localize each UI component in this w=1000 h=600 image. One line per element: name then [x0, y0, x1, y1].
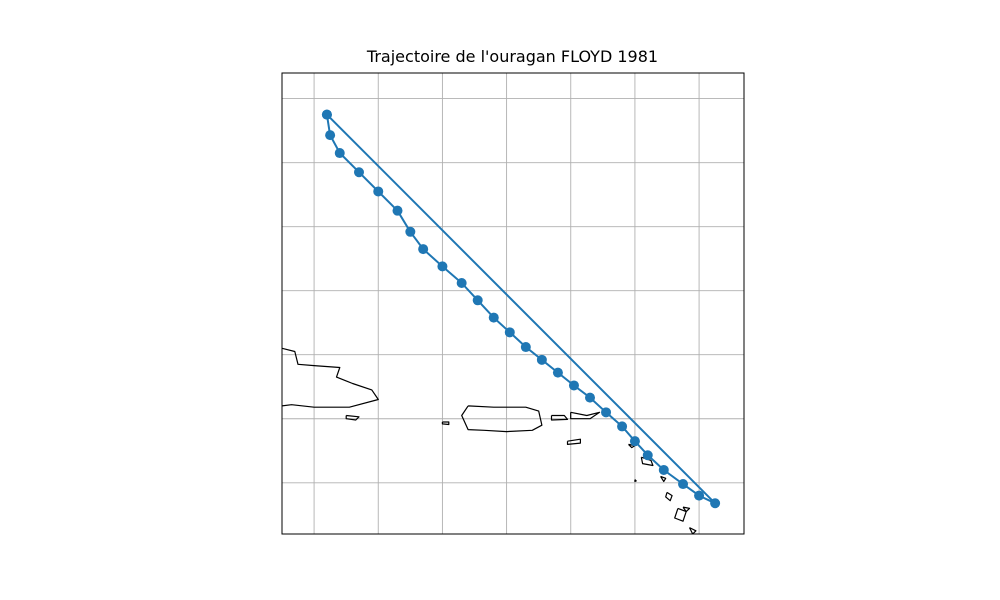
track-point: [418, 244, 429, 255]
coastline-shape: [461, 405, 543, 433]
coastline-shape: [603, 547, 604, 549]
track-point: [325, 130, 336, 141]
track-point: [321, 109, 332, 120]
track-point: [354, 167, 364, 178]
coastline-shape: [570, 411, 601, 420]
track-point: [601, 407, 612, 418]
chart-title: Trajectoire de l'ouragan FLOYD 1981: [366, 47, 659, 66]
track-point: [658, 464, 669, 475]
track-point: [629, 436, 640, 447]
coastline-shape: [550, 414, 569, 421]
coastline-shape: [441, 421, 450, 426]
track-point: [642, 450, 653, 461]
track-point: [405, 226, 416, 237]
coastline-shape: [566, 438, 582, 445]
coastline-shape: [628, 443, 636, 449]
coastline-shape: [680, 540, 696, 562]
plot-background: [282, 73, 744, 534]
coastline-shape: [660, 475, 667, 483]
track-point: [488, 312, 499, 323]
track-point: [334, 148, 345, 159]
hurricane-track: [321, 109, 721, 509]
track-point: [520, 342, 531, 353]
coastline-shape: [682, 506, 691, 513]
track-point: [710, 498, 721, 509]
track-point: [568, 380, 579, 391]
track-point: [585, 392, 595, 403]
track-point: [456, 278, 467, 289]
track-point: [437, 261, 448, 272]
track-point: [373, 186, 384, 197]
track-point: [552, 367, 563, 378]
track-point: [678, 479, 689, 490]
track-point: [617, 421, 628, 432]
track-point: [472, 295, 483, 306]
coastlines: [282, 347, 697, 562]
coastline-shape: [674, 507, 687, 522]
gridlines: [282, 73, 744, 534]
track-point: [504, 327, 515, 338]
coastline-shape: [282, 347, 379, 408]
coastline-shape: [665, 491, 673, 502]
plot-frame: [281, 72, 745, 535]
track-point: [694, 490, 705, 501]
track-point: [392, 205, 403, 216]
coastline-shape: [634, 479, 637, 483]
coastline-shape: [688, 527, 697, 534]
track-point: [536, 354, 547, 365]
coastline-shape: [345, 414, 360, 421]
